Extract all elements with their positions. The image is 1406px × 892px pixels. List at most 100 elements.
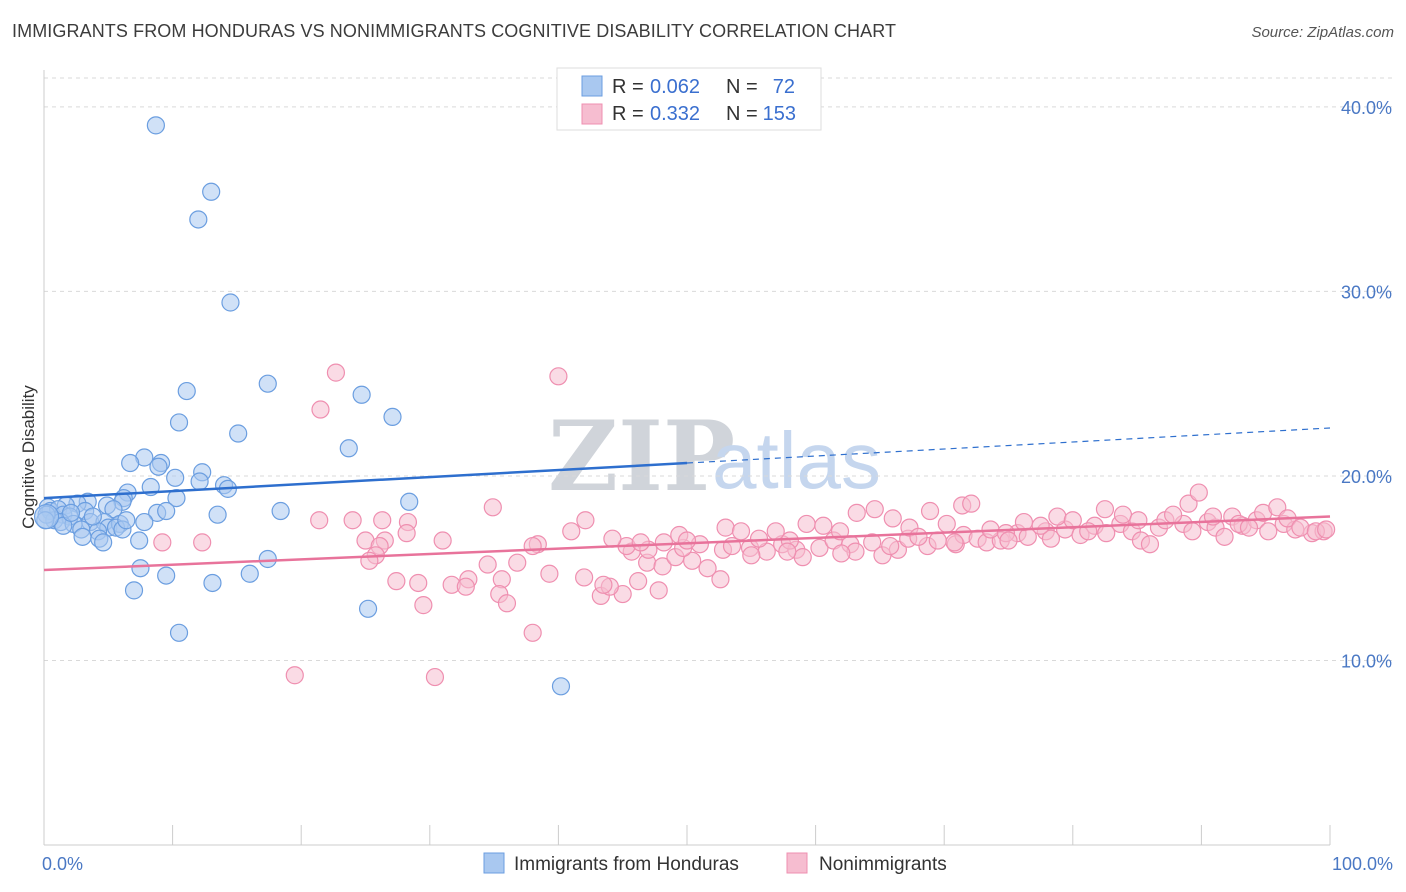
data-point-honduras [157,566,176,585]
data-point-nonimmigrants [1239,518,1259,537]
data-point-honduras [383,407,402,427]
data-point-honduras [169,623,189,642]
data-point-honduras [130,531,149,550]
data-point-honduras [208,505,227,524]
data-point-nonimmigrants [549,367,568,386]
data-point-nonimmigrants [433,531,452,550]
data-point-nonimmigrants [1140,535,1160,554]
data-point-nonimmigrants [594,575,613,594]
y-tick-labels: 10.0% 20.0% 30.0% 40.0% [1341,98,1392,672]
watermark-atlas: atlas [712,416,881,505]
data-point-nonimmigrants [677,531,697,550]
data-point-nonimmigrants [716,518,735,537]
data-point-honduras [124,581,144,600]
data-point-nonimmigrants [603,529,622,548]
trend-line-honduras-extension [686,427,1331,464]
data-point-honduras [551,677,571,696]
data-point-nonimmigrants [749,529,769,548]
data-point-nonimmigrants [711,570,730,589]
data-point-nonimmigrants [1129,511,1148,530]
data-point-honduras [189,210,208,229]
data-point-nonimmigrants [456,577,475,596]
data-point-honduras [61,503,81,522]
data-point-nonimmigrants [928,531,947,550]
data-point-nonimmigrants [575,568,594,587]
data-point-nonimmigrants [1291,518,1310,537]
data-point-nonimmigrants [945,533,964,552]
data-point-nonimmigrants [425,667,445,687]
trend-lines [43,427,1331,572]
data-point-nonimmigrants [285,666,304,685]
data-point-nonimmigrants [523,623,542,642]
data-point-nonimmigrants [497,594,517,613]
data-point-nonimmigrants [937,514,956,534]
data-point-honduras [358,599,378,618]
data-point-nonimmigrants [698,559,717,578]
data-point-nonimmigrants [797,514,816,534]
data-point-honduras [229,424,248,443]
data-point-nonimmigrants [1063,511,1082,530]
data-point-nonimmigrants [865,500,884,519]
data-point-nonimmigrants [1179,494,1198,513]
legend-r-label-2: R = [612,103,644,125]
trend-line-nonimmigrants [43,515,1331,572]
data-point-nonimmigrants [654,533,673,552]
data-point-nonimmigrants [1183,522,1202,541]
trend-line-honduras [43,461,688,500]
series-honduras-points [33,116,571,696]
data-point-nonimmigrants [360,551,379,570]
y-tick-label: 10.0% [1341,651,1392,671]
data-point-nonimmigrants [814,516,833,535]
data-point-honduras [202,182,221,201]
data-point-nonimmigrants [478,555,497,574]
data-point-nonimmigrants [863,533,882,552]
data-point-nonimmigrants [629,572,648,591]
data-point-nonimmigrants [1041,529,1061,548]
x-tick-label: 100.0% [1332,854,1393,874]
data-point-honduras [221,293,240,312]
data-point-nonimmigrants [1048,507,1067,526]
data-point-nonimmigrants [631,533,650,552]
legend-r-value-1: 0.062 [650,76,700,98]
data-point-nonimmigrants [508,553,527,572]
data-point-nonimmigrants [540,564,559,583]
y-tick-label: 20.0% [1341,467,1392,487]
watermark-zip: ZIP [548,400,735,513]
y-tick-label: 30.0% [1341,282,1392,302]
bottom-legend-swatch-nonimmigrants [786,852,808,874]
data-point-honduras [135,512,154,532]
data-point-nonimmigrants [576,511,595,530]
data-point-honduras [146,116,165,135]
data-point-honduras [94,533,113,552]
data-point-nonimmigrants [778,542,797,561]
legend-n-value-1: 72 [773,76,795,98]
data-point-nonimmigrants [1031,516,1050,535]
chart-source: Source: ZipAtlas.com [1251,24,1394,41]
x-ticks: 0.0% 100.0% [42,825,1393,874]
data-point-nonimmigrants [1268,498,1287,517]
data-point-nonimmigrants [847,503,866,522]
data-point-nonimmigrants [1259,522,1278,541]
data-point-honduras [203,573,222,593]
series-legend: Immigrants from Honduras Nonimmigrants [483,852,947,875]
data-point-nonimmigrants [523,536,542,556]
data-point-honduras [258,374,277,393]
data-point-honduras [117,511,136,530]
data-point-nonimmigrants [1189,483,1208,502]
data-point-honduras [73,527,92,546]
y-tick-label: 40.0% [1341,98,1392,118]
data-point-nonimmigrants [153,533,172,552]
data-point-nonimmigrants [414,596,433,615]
data-point-honduras [190,472,209,491]
data-point-nonimmigrants [193,533,212,552]
data-point-nonimmigrants [653,557,672,576]
chart-title: IMMIGRANTS FROM HONDURAS VS NONIMMIGRANT… [12,21,897,41]
data-point-nonimmigrants [326,363,346,382]
stats-legend: R = 0.062 N = 72 R = 0.332 N = 153 [556,67,822,131]
data-point-nonimmigrants [793,548,812,567]
data-point-nonimmigrants [881,536,900,556]
data-point-nonimmigrants [310,511,329,530]
data-point-nonimmigrants [832,544,851,563]
data-point-nonimmigrants [311,400,330,419]
